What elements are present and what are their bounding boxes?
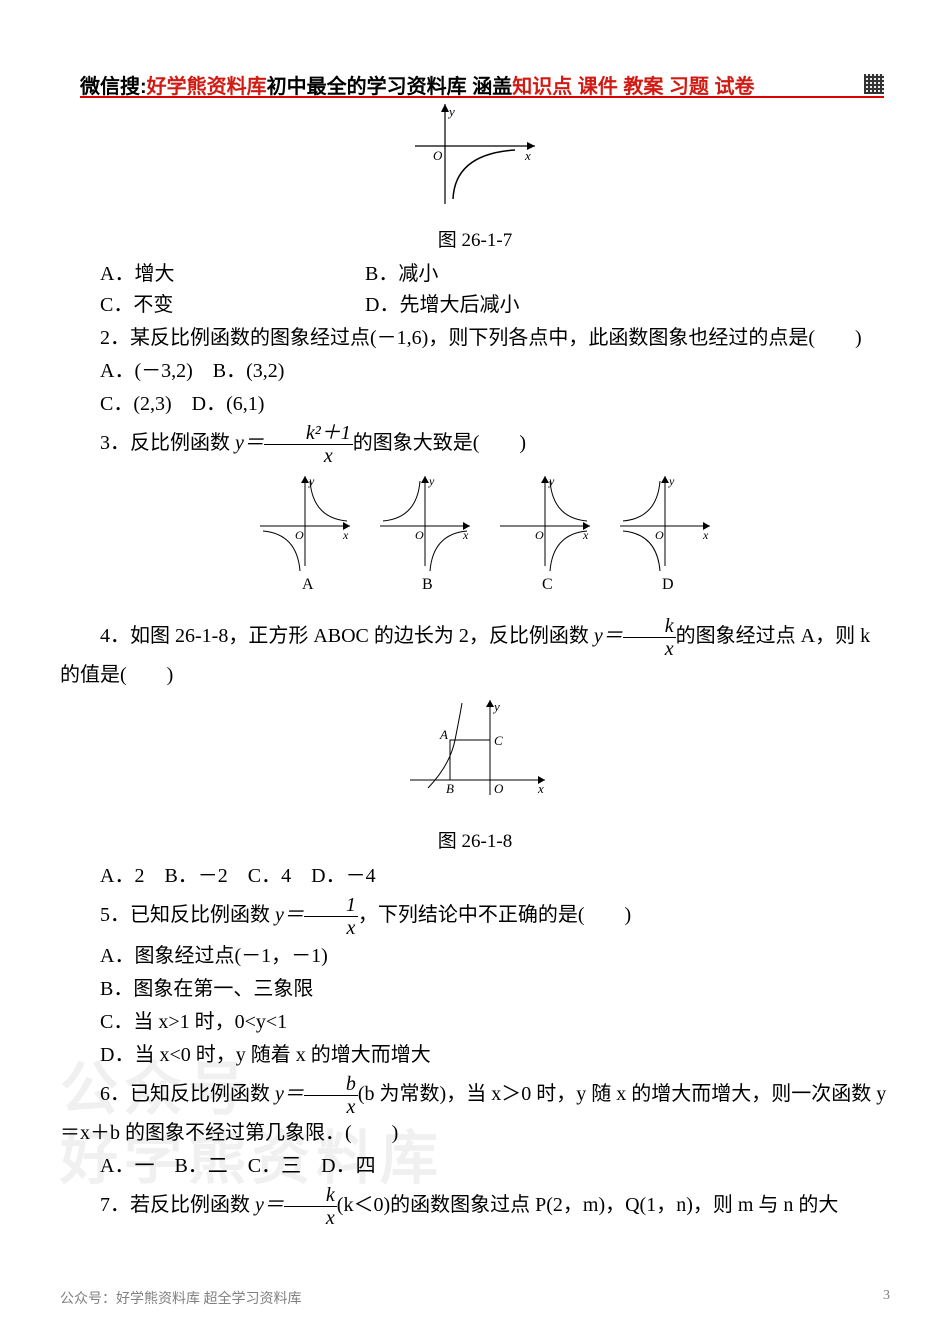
q3-post: 的图象大致是( ) [353, 433, 526, 455]
q4-stem: 4．如图 26-1-8，正方形 ABOC 的边长为 2，反比例函数 y＝kx的图… [60, 615, 890, 691]
q5-num: 1 [304, 894, 358, 917]
svg-text:D: D [662, 576, 674, 593]
svg-text:B: B [422, 576, 433, 593]
page-content: y x O 图 26-1-7 A．增大 B．减小 C．不变 D．先增大后减小 2… [60, 100, 890, 1231]
svg-text:y: y [308, 474, 315, 488]
svg-text:O: O [415, 528, 424, 542]
q4-num: k [623, 615, 676, 638]
q5-opt-c: C．当 x>1 时，0<y<1 [60, 1007, 890, 1038]
q6-den: x [304, 1096, 358, 1118]
q5-opt-b: B．图象在第一、三象限 [60, 974, 890, 1005]
q4-opts: A．2 B．－2 C．4 D．－4 [60, 861, 890, 892]
q7-pre: 7．若反比例函数 [100, 1194, 255, 1216]
q7-post: (k＜0)的函数图象过点 P(2，m)，Q(1，n)，则 m 与 n 的大 [337, 1194, 839, 1216]
q3-figures: y x O A y x O B y [60, 471, 890, 611]
q4-den: x [623, 638, 676, 660]
figure-caption-1: 图 26-1-7 [60, 226, 890, 255]
q5-stem: 5．已知反比例函数 y＝1x，下列结论中不正确的是( ) [60, 894, 890, 939]
svg-text:O: O [655, 528, 664, 542]
svg-text:O: O [535, 528, 544, 542]
q6-num: b [304, 1073, 358, 1096]
q2-opts-cd: C．(2,3) D．(6,1) [60, 389, 890, 420]
q3-num: k²＋1 [264, 422, 353, 445]
q3-den: x [264, 445, 353, 467]
q1-opt-d: D．先增大后减小 [365, 290, 519, 321]
graph-q1: y x O [405, 104, 545, 214]
q5-post: ，下列结论中不正确的是( ) [358, 904, 631, 926]
svg-text:y: y [492, 699, 500, 714]
q6-stem: 6．已知反比例函数 y＝bx(b 为常数)，当 x＞0 时，y 随 x 的增大而… [60, 1073, 890, 1149]
svg-text:x: x [582, 528, 589, 542]
q1-options-row2: C．不变 D．先增大后减小 [60, 290, 890, 321]
svg-text:y: y [447, 104, 455, 119]
svg-text:A: A [302, 576, 314, 593]
svg-text:x: x [702, 528, 709, 542]
header-banner: 微信搜: 好学熊资料库 初中最全的学习资料库 涵盖 知识点 课件 教案 习题 试… [80, 72, 884, 98]
svg-text:C: C [494, 733, 503, 748]
header-tail: 知识点 课件 教案 习题 试卷 [512, 70, 754, 99]
q1-opt-c: C．不变 [100, 290, 360, 321]
figure-26-1-7: y x O 图 26-1-7 [60, 104, 890, 255]
figure-26-1-8: y x O A C B 图 26-1-8 [60, 695, 890, 856]
svg-text:C: C [542, 576, 553, 593]
q5-opt-d: D．当 x<0 时，y 随着 x 的增大而增大 [60, 1040, 890, 1071]
svg-text:B: B [446, 781, 454, 796]
svg-text:O: O [433, 148, 443, 163]
footer-left: 公众号：好学熊资料库 超全学习资料库 [60, 1288, 302, 1308]
q1-opt-b: B．减小 [365, 259, 438, 290]
header-brand: 好学熊资料库 [147, 70, 267, 99]
svg-text:x: x [537, 781, 544, 796]
svg-text:A: A [439, 727, 448, 742]
qr-icon [864, 74, 884, 94]
q6-pre: 6．已知反比例函数 [100, 1083, 275, 1105]
svg-text:y: y [668, 474, 675, 488]
q5-opt-a: A．图象经过点(－1，－1) [60, 941, 890, 972]
q4-pre: 4．如图 26-1-8，正方形 ABOC 的边长为 2，反比例函数 [100, 626, 594, 648]
svg-text:x: x [524, 148, 531, 163]
svg-text:x: x [462, 528, 469, 542]
svg-text:O: O [295, 528, 304, 542]
svg-text:O: O [494, 781, 504, 796]
q4-graph: y x O A C B [390, 695, 560, 815]
q7-den: x [284, 1207, 337, 1229]
q3-pre: 3．反比例函数 [100, 433, 235, 455]
q2-opts-ab: A．(－3,2) B．(3,2) [60, 356, 890, 387]
q3-graph-row: y x O A y x O B y [235, 471, 715, 601]
q5-den: x [304, 917, 358, 939]
figure-caption-2: 图 26-1-8 [60, 827, 890, 856]
header-mid: 初中最全的学习资料库 涵盖 [267, 70, 513, 99]
q1-options-row1: A．增大 B．减小 [60, 259, 890, 290]
page-number: 3 [883, 1288, 890, 1308]
q3-stem: 3．反比例函数 y＝k²＋1x的图象大致是( ) [60, 422, 890, 467]
q7-num: k [284, 1184, 337, 1207]
q7-stem: 7．若反比例函数 y＝kx(k＜0)的函数图象过点 P(2，m)，Q(1，n)，… [60, 1184, 890, 1229]
q2-stem: 2．某反比例函数的图象经过点(－1,6)，则下列各点中，此函数图象也经过的点是(… [60, 323, 890, 354]
svg-text:y: y [548, 474, 555, 488]
svg-text:x: x [342, 528, 349, 542]
header-prefix: 微信搜: [80, 70, 147, 99]
q6-opts: A．一 B．二 C．三 D．四 [60, 1151, 890, 1182]
q1-opt-a: A．增大 [100, 259, 360, 290]
q5-pre: 5．已知反比例函数 [100, 904, 275, 926]
page-footer: 公众号：好学熊资料库 超全学习资料库 3 [60, 1288, 890, 1308]
svg-text:y: y [428, 474, 435, 488]
